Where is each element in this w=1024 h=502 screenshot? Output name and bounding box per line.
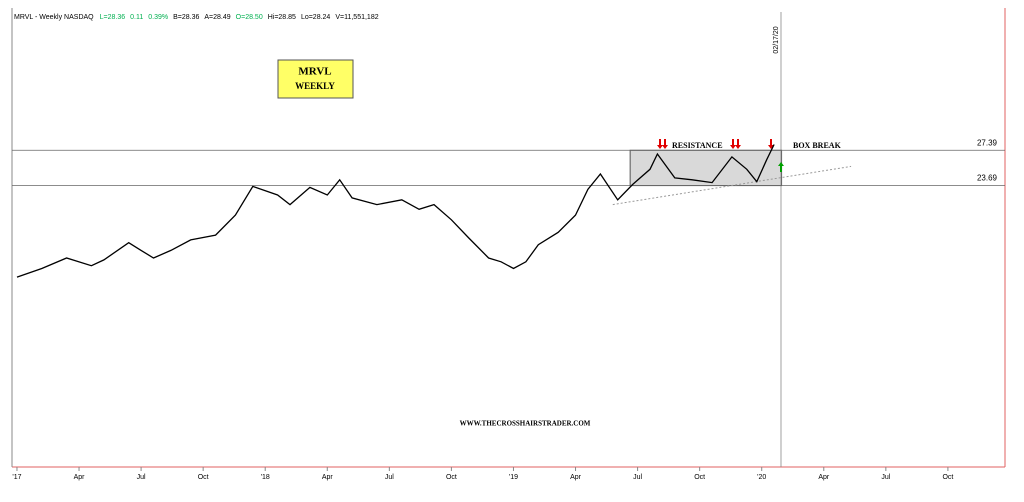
annotation: RESISTANCE xyxy=(672,141,723,150)
x-tick-label: '18 xyxy=(261,474,270,481)
x-tick-label: Jul xyxy=(881,474,890,481)
resistance-box xyxy=(629,149,783,187)
x-tick-label: Apr xyxy=(570,474,582,481)
label-box-line: MRVL xyxy=(298,66,331,78)
x-tick-label: Oct xyxy=(694,474,705,481)
quote-item: 0.11 xyxy=(130,14,143,21)
down-arrow xyxy=(735,139,741,149)
label-box-line: WEEKLY xyxy=(295,81,335,91)
quote-item: Hi=28.85 xyxy=(268,14,296,21)
x-tick-label: '19 xyxy=(509,474,518,481)
quote-item: B=28.36 xyxy=(173,14,199,21)
quote-item: A=28.49 xyxy=(204,14,230,21)
x-tick-label: Oct xyxy=(446,474,457,481)
chart-title: MRVL - Weekly NASDAQ xyxy=(14,14,94,21)
x-tick-label: Jul xyxy=(633,474,642,481)
down-arrow xyxy=(730,139,736,149)
x-tick-label: '17 xyxy=(12,474,21,481)
quote-item: Lo=28.24 xyxy=(301,14,330,21)
down-arrow xyxy=(657,139,663,149)
annotation: BOX BREAK xyxy=(793,141,842,150)
x-tick-label: Apr xyxy=(74,474,86,481)
x-tick-label: Jul xyxy=(385,474,394,481)
x-tick-label: Oct xyxy=(198,474,209,481)
quote-item: L=28.36 xyxy=(100,14,126,21)
x-tick-label: Jul xyxy=(137,474,146,481)
price-line xyxy=(16,144,775,278)
x-tick-label: '20 xyxy=(757,474,766,481)
x-tick-label: Apr xyxy=(322,474,334,481)
quote-item: 0.39% xyxy=(148,14,168,21)
watermark: WWW.THECROSSHAIRSTRADER.COM xyxy=(460,420,591,428)
x-tick-label: Apr xyxy=(818,474,830,481)
level-label: 27.39 xyxy=(977,138,998,147)
trendline xyxy=(612,165,852,206)
quote-item: O=28.50 xyxy=(236,14,263,21)
x-tick-label: Oct xyxy=(942,474,953,481)
up-arrow xyxy=(778,162,784,172)
quote-item: V=11,551,182 xyxy=(335,14,378,21)
level-label: 23.69 xyxy=(977,174,998,183)
down-arrow xyxy=(662,139,668,149)
label-box xyxy=(277,59,354,99)
date-marker-label: 02/17/20 xyxy=(773,26,780,53)
